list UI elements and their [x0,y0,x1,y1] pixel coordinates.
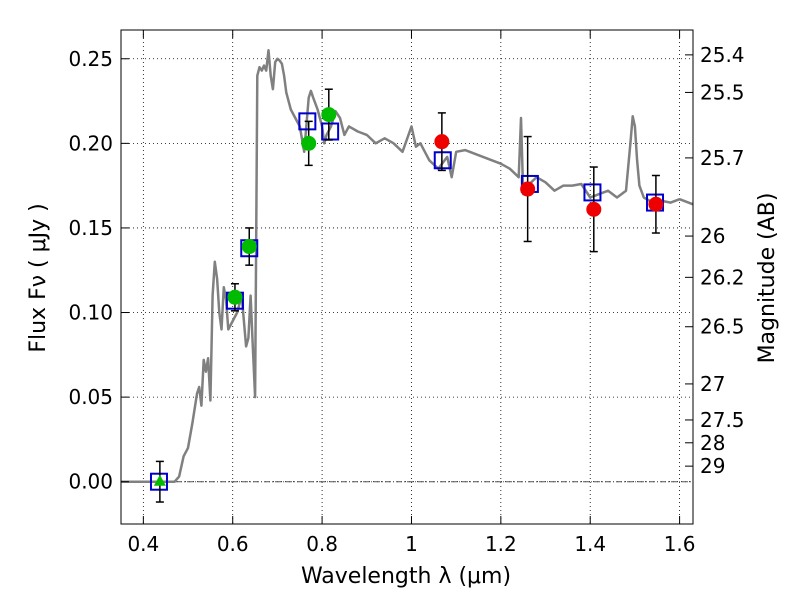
right-tick-label: 25.5 [700,80,745,104]
observed-points [153,107,664,486]
model-spectrum-line [121,49,694,483]
model-square-point [583,183,602,202]
y-tick-label: 0.15 [68,216,113,240]
model-photometry-squares [149,112,665,491]
right-tick-label: 29 [700,454,725,478]
y-tick-label: 0.00 [68,470,113,494]
y-tick-label: 0.20 [68,131,113,155]
x-tick-label: 1 [405,532,418,556]
grid [121,30,693,524]
right-tick-label: 26.5 [700,315,745,339]
green-data-point [227,289,243,305]
right-axis-label: Magnitude (AB) [755,193,780,364]
upper-limit-triangle [153,474,166,486]
x-tick-label: 1.2 [485,532,517,556]
x-tick-label: 1.4 [574,532,606,556]
model-square-point [298,112,317,131]
model-spectrum [121,49,694,483]
x-tick-label: 0.8 [306,532,338,556]
red-data-point [520,181,536,197]
green-data-point [241,239,257,255]
tick-labels: 0.4 0.6 0.8 1 1.2 1.4 1.6 0.00 0.05 0.10 0.15 0.20 0… [68,43,744,556]
right-tick-label: 25.7 [700,146,745,170]
right-tick-label: 28 [700,431,725,455]
green-data-point [301,135,317,151]
red-data-point [586,201,602,217]
model-square-point [433,151,452,170]
right-tick-label: 27.5 [700,408,745,432]
right-tick-label: 25.4 [700,43,745,67]
x-tick-label: 0.4 [127,532,159,556]
x-tick-label: 1.6 [664,532,696,556]
y-tick-label: 0.10 [68,301,113,325]
y-tick-label: 0.25 [68,47,113,71]
model-square-point [149,472,168,491]
axis-ticks [121,30,693,524]
red-data-point [434,134,450,150]
right-tick-label: 26.2 [700,265,745,289]
green-data-point [321,107,337,123]
y-axis-label: Flux Fν ( μJy ) [26,203,51,352]
right-tick-label: 27 [700,372,725,396]
red-data-point [648,196,664,212]
x-axis-label: Wavelength λ (μm) [301,564,511,589]
plot-frame [120,29,694,525]
right-tick-label: 26 [700,224,725,248]
y-tick-label: 0.05 [68,385,113,409]
x-tick-label: 0.6 [217,532,249,556]
